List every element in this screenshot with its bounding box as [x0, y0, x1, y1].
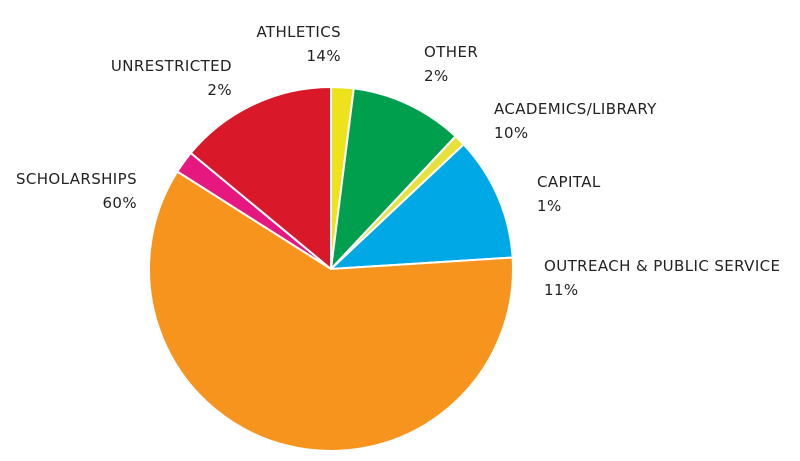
slice-percent-athletics: 14% [306, 47, 341, 65]
pie-slice-academics-library [330, 87, 457, 270]
slice-label-academics-library: ACADEMICS/LIBRARY [494, 100, 657, 118]
slice-percent-capital: 1% [537, 197, 562, 215]
slice-percent-academics-library: 10% [494, 124, 529, 142]
slice-label-capital: CAPITAL [537, 173, 601, 191]
slice-percent-unrestricted: 2% [207, 81, 232, 99]
pie-slices [148, 86, 514, 452]
slice-label-unrestricted: UNRESTRICTED [111, 57, 232, 75]
pie-slice-scholarships [148, 170, 514, 452]
slice-label-scholarships: SCHOLARSHIPS [16, 170, 137, 188]
slice-percent-outreach-public-service: 11% [544, 281, 579, 299]
pie-slice-outreach-public-service [330, 143, 514, 270]
slice-label-other: OTHER [424, 43, 478, 61]
pie-slice-athletics [189, 86, 332, 270]
slice-percent-other: 2% [424, 67, 449, 85]
slice-label-athletics: ATHLETICS [256, 23, 341, 41]
slice-percent-scholarships: 60% [102, 194, 137, 212]
slice-label-outreach-public-service: OUTREACH & PUBLIC SERVICE [544, 257, 780, 275]
